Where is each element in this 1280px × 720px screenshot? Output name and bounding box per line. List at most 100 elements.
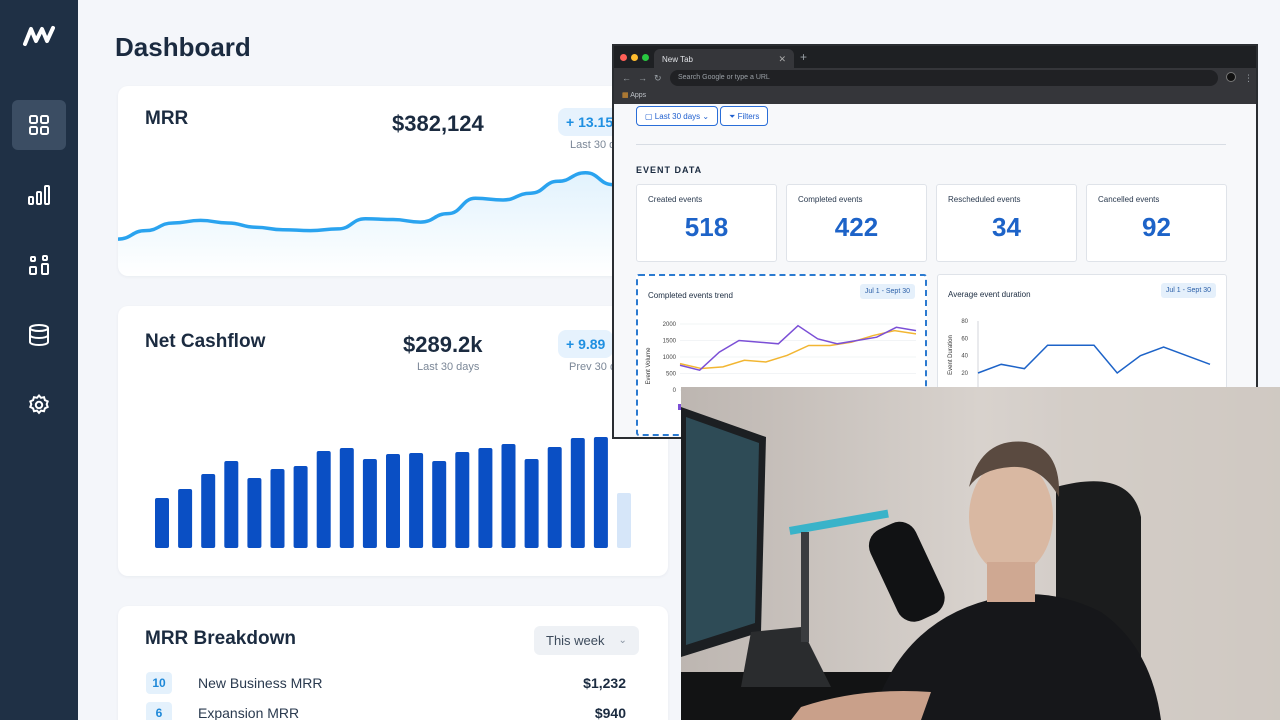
mrr-period: Last 30 d [570, 139, 616, 151]
apps-grid-icon: ▦ [622, 92, 629, 99]
event-data-heading: EVENT DATA [636, 165, 703, 175]
forward-icon[interactable]: → [638, 73, 647, 83]
more-menu-icon[interactable]: ⋮ [1244, 73, 1253, 83]
cashflow-bar [362, 459, 377, 548]
cashflow-bar-chart [155, 437, 631, 548]
page-title: Dashboard [115, 32, 251, 62]
event-card-label: Cancelled events [1098, 195, 1160, 204]
apps-label: Apps [630, 92, 647, 99]
cashflow-bar [409, 453, 424, 548]
duration-y-axis-label: Event Duration [948, 335, 954, 375]
calendar-icon: ▢ [645, 112, 653, 121]
duration-y-tick-label: 60 [961, 336, 968, 342]
sidebar-item-database[interactable] [12, 310, 66, 360]
duration-y-tick-label: 80 [961, 319, 968, 325]
bookmarks-bar: ▦ Apps [614, 88, 1256, 104]
trend-title: Completed events trend [648, 291, 733, 300]
filters-label: Filters [737, 112, 760, 121]
event-card-created[interactable]: Created events 518 [636, 184, 777, 262]
browser-toolbar: ← → ↻ Search Google or type a URL ⋮ [614, 68, 1256, 88]
mrr-breakdown-card: MRR Breakdown This week ⌄ 10 New Busines… [118, 606, 668, 720]
close-window-icon[interactable] [620, 54, 627, 61]
duration-y-tick-label: 20 [961, 371, 968, 377]
trend-series-line [679, 324, 917, 372]
event-card-value: 92 [1142, 212, 1171, 242]
grid-icon [29, 115, 49, 135]
event-card-value: 422 [834, 212, 879, 242]
mrr-card: MRR $382,124 + 13.15 Last 30 d [118, 86, 668, 276]
maximize-window-icon[interactable] [642, 54, 649, 61]
sidebar-item-dashboard[interactable] [12, 100, 66, 150]
trend-series-line [679, 329, 917, 370]
cashflow-bar [270, 469, 285, 548]
chevron-down-icon: ⌄ [702, 112, 710, 121]
breakdown-range-dropdown[interactable]: This week ⌄ [534, 626, 639, 655]
sidebar-item-analytics[interactable] [12, 170, 66, 220]
row-label: New Business MRR [198, 675, 323, 691]
event-card-completed[interactable]: Completed events 422 [786, 184, 927, 262]
cashflow-bar [247, 478, 262, 548]
funnel-icon: ⏷ [729, 112, 736, 121]
sidebar [0, 0, 78, 720]
trend-date-badge: Jul 1 - Sept 30 [859, 284, 915, 299]
list-item[interactable]: 6 Expansion MRR $940 [146, 702, 626, 720]
filters-button[interactable]: ⏷ Filters [720, 106, 769, 126]
cashflow-change-badge: + 9.89 [558, 330, 614, 358]
webcam-overlay [681, 387, 1280, 720]
breakdown-range-label: This week [546, 633, 605, 648]
cashflow-bar [178, 489, 193, 548]
cashflow-bar [201, 474, 216, 548]
cashflow-bar [524, 459, 539, 548]
event-card-cancelled[interactable]: Cancelled events 92 [1086, 184, 1227, 262]
webcam-video [681, 387, 1280, 720]
omnibox-input[interactable]: Search Google or type a URL [670, 70, 1218, 86]
back-icon[interactable]: ← [622, 73, 631, 83]
cashflow-bar [455, 452, 470, 548]
profile-avatar[interactable] [1226, 72, 1236, 82]
event-card-label: Rescheduled events [948, 195, 1021, 204]
cashflow-bar [432, 461, 447, 548]
cashflow-value-sub: Last 30 days [417, 361, 480, 373]
sidebar-item-settings[interactable] [12, 380, 66, 430]
tab-title: New Tab [662, 55, 693, 64]
trend-y-tick-label: 0 [673, 388, 677, 394]
new-tab-icon[interactable]: + [800, 50, 808, 64]
duration-series-line [977, 344, 1211, 375]
duration-date-badge: Jul 1 - Sept 30 [1160, 283, 1216, 298]
duration-y-tick-label: 40 [961, 354, 968, 360]
gear-icon [29, 393, 49, 415]
cashflow-bar [339, 448, 354, 548]
event-card-value: 34 [992, 212, 1021, 242]
mrr-title: MRR [145, 108, 189, 129]
cashflow-bar [593, 437, 608, 548]
duration-line-chart: Event Duration 80 60 40 20 [948, 319, 1211, 403]
blocks-icon [29, 255, 49, 275]
date-range-filter[interactable]: ▢ Last 30 days ⌄ [636, 106, 719, 126]
event-card-label: Created events [648, 195, 703, 204]
cashflow-bar [386, 454, 400, 548]
trend-y-tick-label: 1000 [663, 355, 677, 361]
event-card-rescheduled[interactable]: Rescheduled events 34 [936, 184, 1077, 262]
trend-y-tick-label: 1500 [663, 339, 677, 345]
breakdown-title: MRR Breakdown [145, 628, 296, 649]
cashflow-bar [316, 451, 331, 548]
cashflow-bar [155, 498, 169, 548]
browser-tab[interactable]: New Tab ✕ [654, 49, 794, 68]
cashflow-period: Prev 30 d [569, 361, 617, 373]
brand-logo[interactable] [22, 24, 58, 48]
minimize-window-icon[interactable] [631, 54, 638, 61]
list-item[interactable]: 10 New Business MRR $1,232 [146, 672, 626, 696]
cashflow-bar [224, 461, 239, 548]
bar-chart-icon [28, 185, 50, 205]
reload-icon[interactable]: ↻ [654, 73, 662, 83]
cashflow-title: Net Cashflow [145, 331, 266, 352]
mrr-series-line [118, 170, 668, 241]
sidebar-item-reports[interactable] [12, 240, 66, 290]
apps-bookmark[interactable]: ▦ Apps [622, 91, 646, 99]
row-amount: $1,232 [583, 675, 626, 691]
close-tab-icon[interactable]: ✕ [778, 54, 786, 64]
event-card-label: Completed events [798, 195, 863, 204]
trend-y-axis-label: Event Volume [646, 347, 652, 385]
mrr-area-chart [118, 170, 668, 276]
trend-y-tick-label: 500 [666, 372, 677, 378]
